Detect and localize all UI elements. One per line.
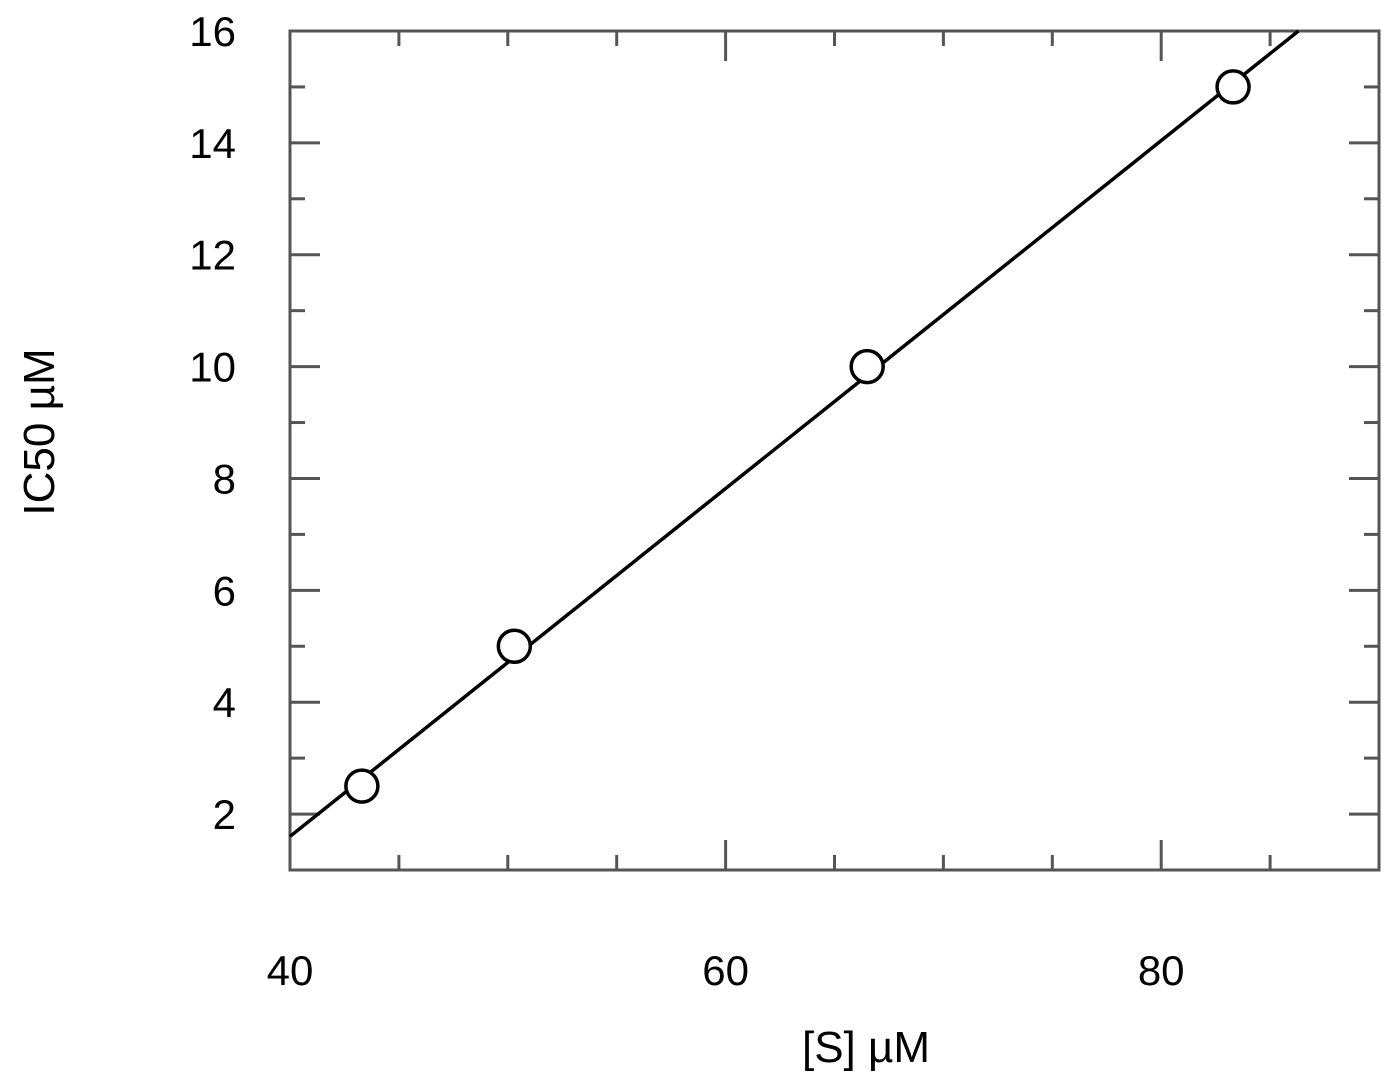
y-tick-label: 4 <box>213 679 236 726</box>
x-axis-title: [S] µM <box>802 1023 930 1072</box>
data-point <box>849 348 885 385</box>
x-tick-label: 60 <box>702 947 749 994</box>
y-tick-label: 6 <box>213 567 236 614</box>
x-tick-label: 80 <box>1138 947 1185 994</box>
y-tick-label: 12 <box>189 232 236 279</box>
data-point <box>344 768 380 804</box>
y-axis-title: IC50 µM <box>15 348 64 515</box>
fit-line <box>288 29 1300 838</box>
y-tick-label: 8 <box>213 455 236 502</box>
y-tick-label: 2 <box>213 791 236 838</box>
plot-frame <box>288 29 1381 872</box>
x-tick-label: 40 <box>267 947 314 994</box>
data-point <box>1215 69 1251 105</box>
plot-area: 40 60 80 2 4 6 8 10 12 14 16 <box>189 8 1381 994</box>
data-point <box>496 628 533 665</box>
y-tick-label: 14 <box>189 120 236 167</box>
y-tick-label: 16 <box>189 8 236 55</box>
y-tick-label: 10 <box>189 344 236 391</box>
